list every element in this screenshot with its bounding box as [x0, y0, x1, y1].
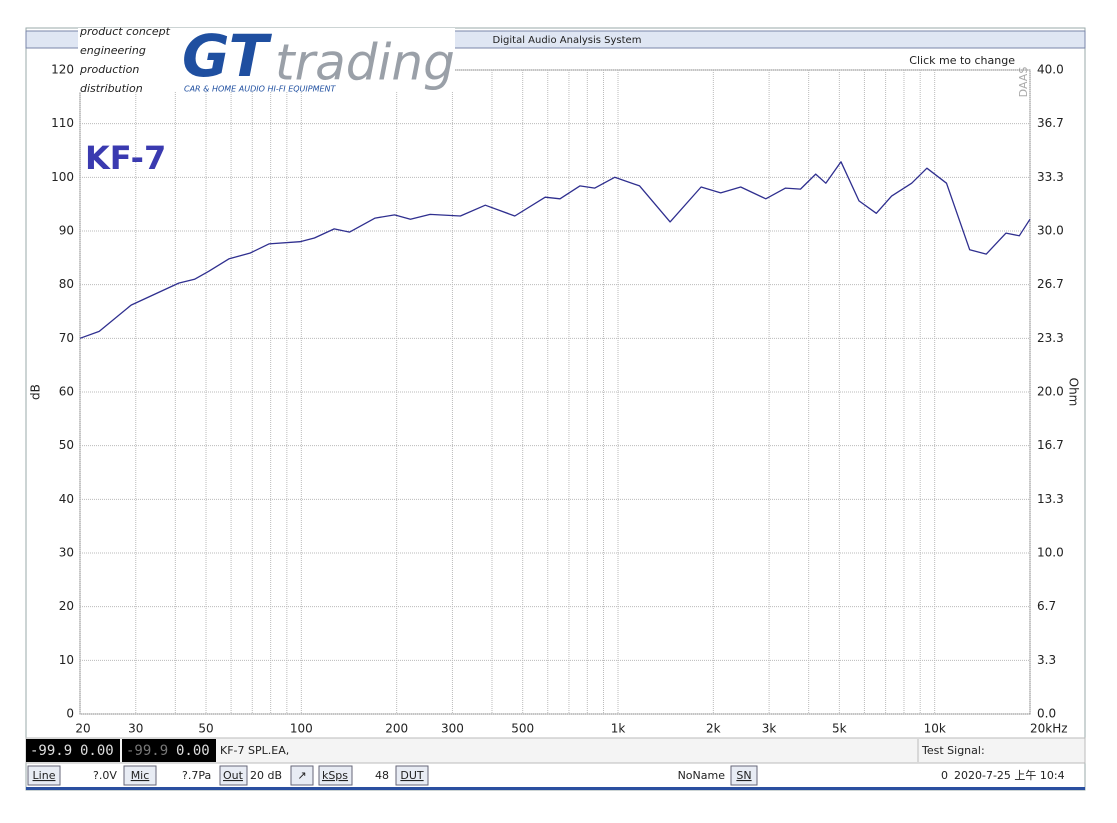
- ksps-button[interactable]: kSps: [318, 765, 353, 786]
- logo-brand: GT: [182, 22, 273, 90]
- line-button[interactable]: Line: [27, 765, 61, 786]
- y-tick-label: 40: [59, 492, 74, 506]
- button-label[interactable]: Mic: [131, 769, 150, 782]
- y-tick-label: 20: [59, 599, 74, 613]
- x-tick-label: 50: [198, 722, 213, 736]
- button-label[interactable]: Line: [33, 769, 56, 782]
- status-value: NoName: [678, 769, 726, 782]
- y2-tick-label: 16.7: [1037, 438, 1064, 452]
- x-tick-label: 500: [511, 722, 534, 736]
- logo-bg: [78, 28, 455, 92]
- logo-line: production: [79, 63, 139, 76]
- file-name: KF-7 SPL.EA,: [220, 744, 289, 757]
- x-tick-label: 1k: [611, 722, 626, 736]
- date-time: 2020-7-25 上午 10:4: [954, 769, 1065, 782]
- logo: product concept engineering production d…: [79, 22, 455, 95]
- generator-button[interactable]: ↗: [290, 765, 314, 786]
- logo-tagline: CAR & HOME AUDIO HI-FI EQUIPMENT: [184, 85, 337, 94]
- change-hint[interactable]: Click me to change: [909, 54, 1015, 67]
- logo-line: product concept: [79, 25, 171, 38]
- logo-line: distribution: [80, 82, 143, 95]
- watermark: DAAS: [1017, 67, 1030, 98]
- window-frame: [25, 27, 1086, 791]
- status-bar: Line ?.0V Mic ?.7Pa Out 20 dB ↗ kSps 48 …: [27, 765, 1065, 786]
- bottom-border: [26, 787, 1085, 790]
- status-value: ?.7Pa: [182, 769, 211, 782]
- x-tick-label: 20: [75, 722, 90, 736]
- y2-tick-label: 20.0: [1037, 385, 1064, 399]
- x-tick-label: 100: [290, 722, 313, 736]
- status-value: 48: [375, 769, 389, 782]
- y2-axis-label: Ohm: [1067, 378, 1081, 407]
- window-title: Digital Audio Analysis System: [493, 35, 642, 46]
- button-label[interactable]: Out: [223, 769, 244, 782]
- x-tick-label: 5k: [832, 722, 847, 736]
- y-tick-label: 80: [59, 277, 74, 291]
- sn-button[interactable]: SN: [730, 765, 758, 786]
- logo-brand2: trading: [275, 34, 455, 92]
- y2-tick-label: 13.3: [1037, 492, 1064, 506]
- x-tick-label: 200: [385, 722, 408, 736]
- logo-line: engineering: [80, 44, 146, 57]
- dut-button[interactable]: DUT: [395, 765, 429, 786]
- button-icon[interactable]: ↗: [297, 769, 306, 782]
- out-button[interactable]: Out: [219, 765, 248, 786]
- status-value: 20 dB: [250, 769, 282, 782]
- y2-tick-label: 23.3: [1037, 331, 1064, 345]
- y2-tick-label: 6.7: [1037, 599, 1056, 613]
- y2-tick-label: 33.3: [1037, 170, 1064, 184]
- x-tick-label: 20kHz: [1030, 722, 1068, 736]
- y-tick-label: 50: [59, 438, 74, 452]
- y2-tick-label: 26.7: [1037, 277, 1064, 291]
- y-tick-label: 60: [59, 385, 74, 399]
- y-tick-label: 70: [59, 331, 74, 345]
- y2-tick-label: 40.0: [1037, 63, 1064, 77]
- spl-curve: [79, 161, 1031, 339]
- x-tick-label: 300: [441, 722, 464, 736]
- y-tick-label: 120: [51, 63, 74, 77]
- y2-tick-label: 36.7: [1037, 116, 1064, 130]
- y-tick-label: 30: [59, 546, 74, 560]
- x-tick-label: 30: [128, 722, 143, 736]
- test-signal: Test Signal:: [921, 744, 985, 757]
- annotation: KF-7: [85, 139, 166, 177]
- y2-tick-label: 3.3: [1037, 653, 1056, 667]
- button-label[interactable]: kSps: [322, 769, 348, 782]
- y-tick-label: 0: [66, 707, 74, 721]
- meter-value: 0.00: [176, 743, 210, 759]
- meter-value: 0.00: [80, 743, 114, 759]
- x-tick-label: 3k: [762, 722, 777, 736]
- meter-value: -99.9: [30, 743, 72, 759]
- x-tick-label: 2k: [706, 722, 721, 736]
- y-tick-label: 90: [59, 224, 74, 238]
- y-tick-label: 110: [51, 116, 74, 130]
- meter: [122, 739, 216, 762]
- y-axis-label: dB: [29, 384, 43, 400]
- y-tick-label: 100: [51, 170, 74, 184]
- y2-tick-label: 10.0: [1037, 546, 1064, 560]
- y2-tick-label: 0.0: [1037, 707, 1056, 721]
- button-label[interactable]: DUT: [400, 769, 424, 782]
- status-value: 0: [941, 769, 948, 782]
- button-label[interactable]: SN: [736, 769, 751, 782]
- x-tick-label: 10k: [924, 722, 946, 736]
- status-value: ?.0V: [93, 769, 117, 782]
- meter: [26, 739, 120, 762]
- mic-button[interactable]: Mic: [123, 765, 157, 786]
- y2-tick-label: 30.0: [1037, 224, 1064, 238]
- y-tick-label: 10: [59, 653, 74, 667]
- meter-value: -99.9: [126, 743, 168, 759]
